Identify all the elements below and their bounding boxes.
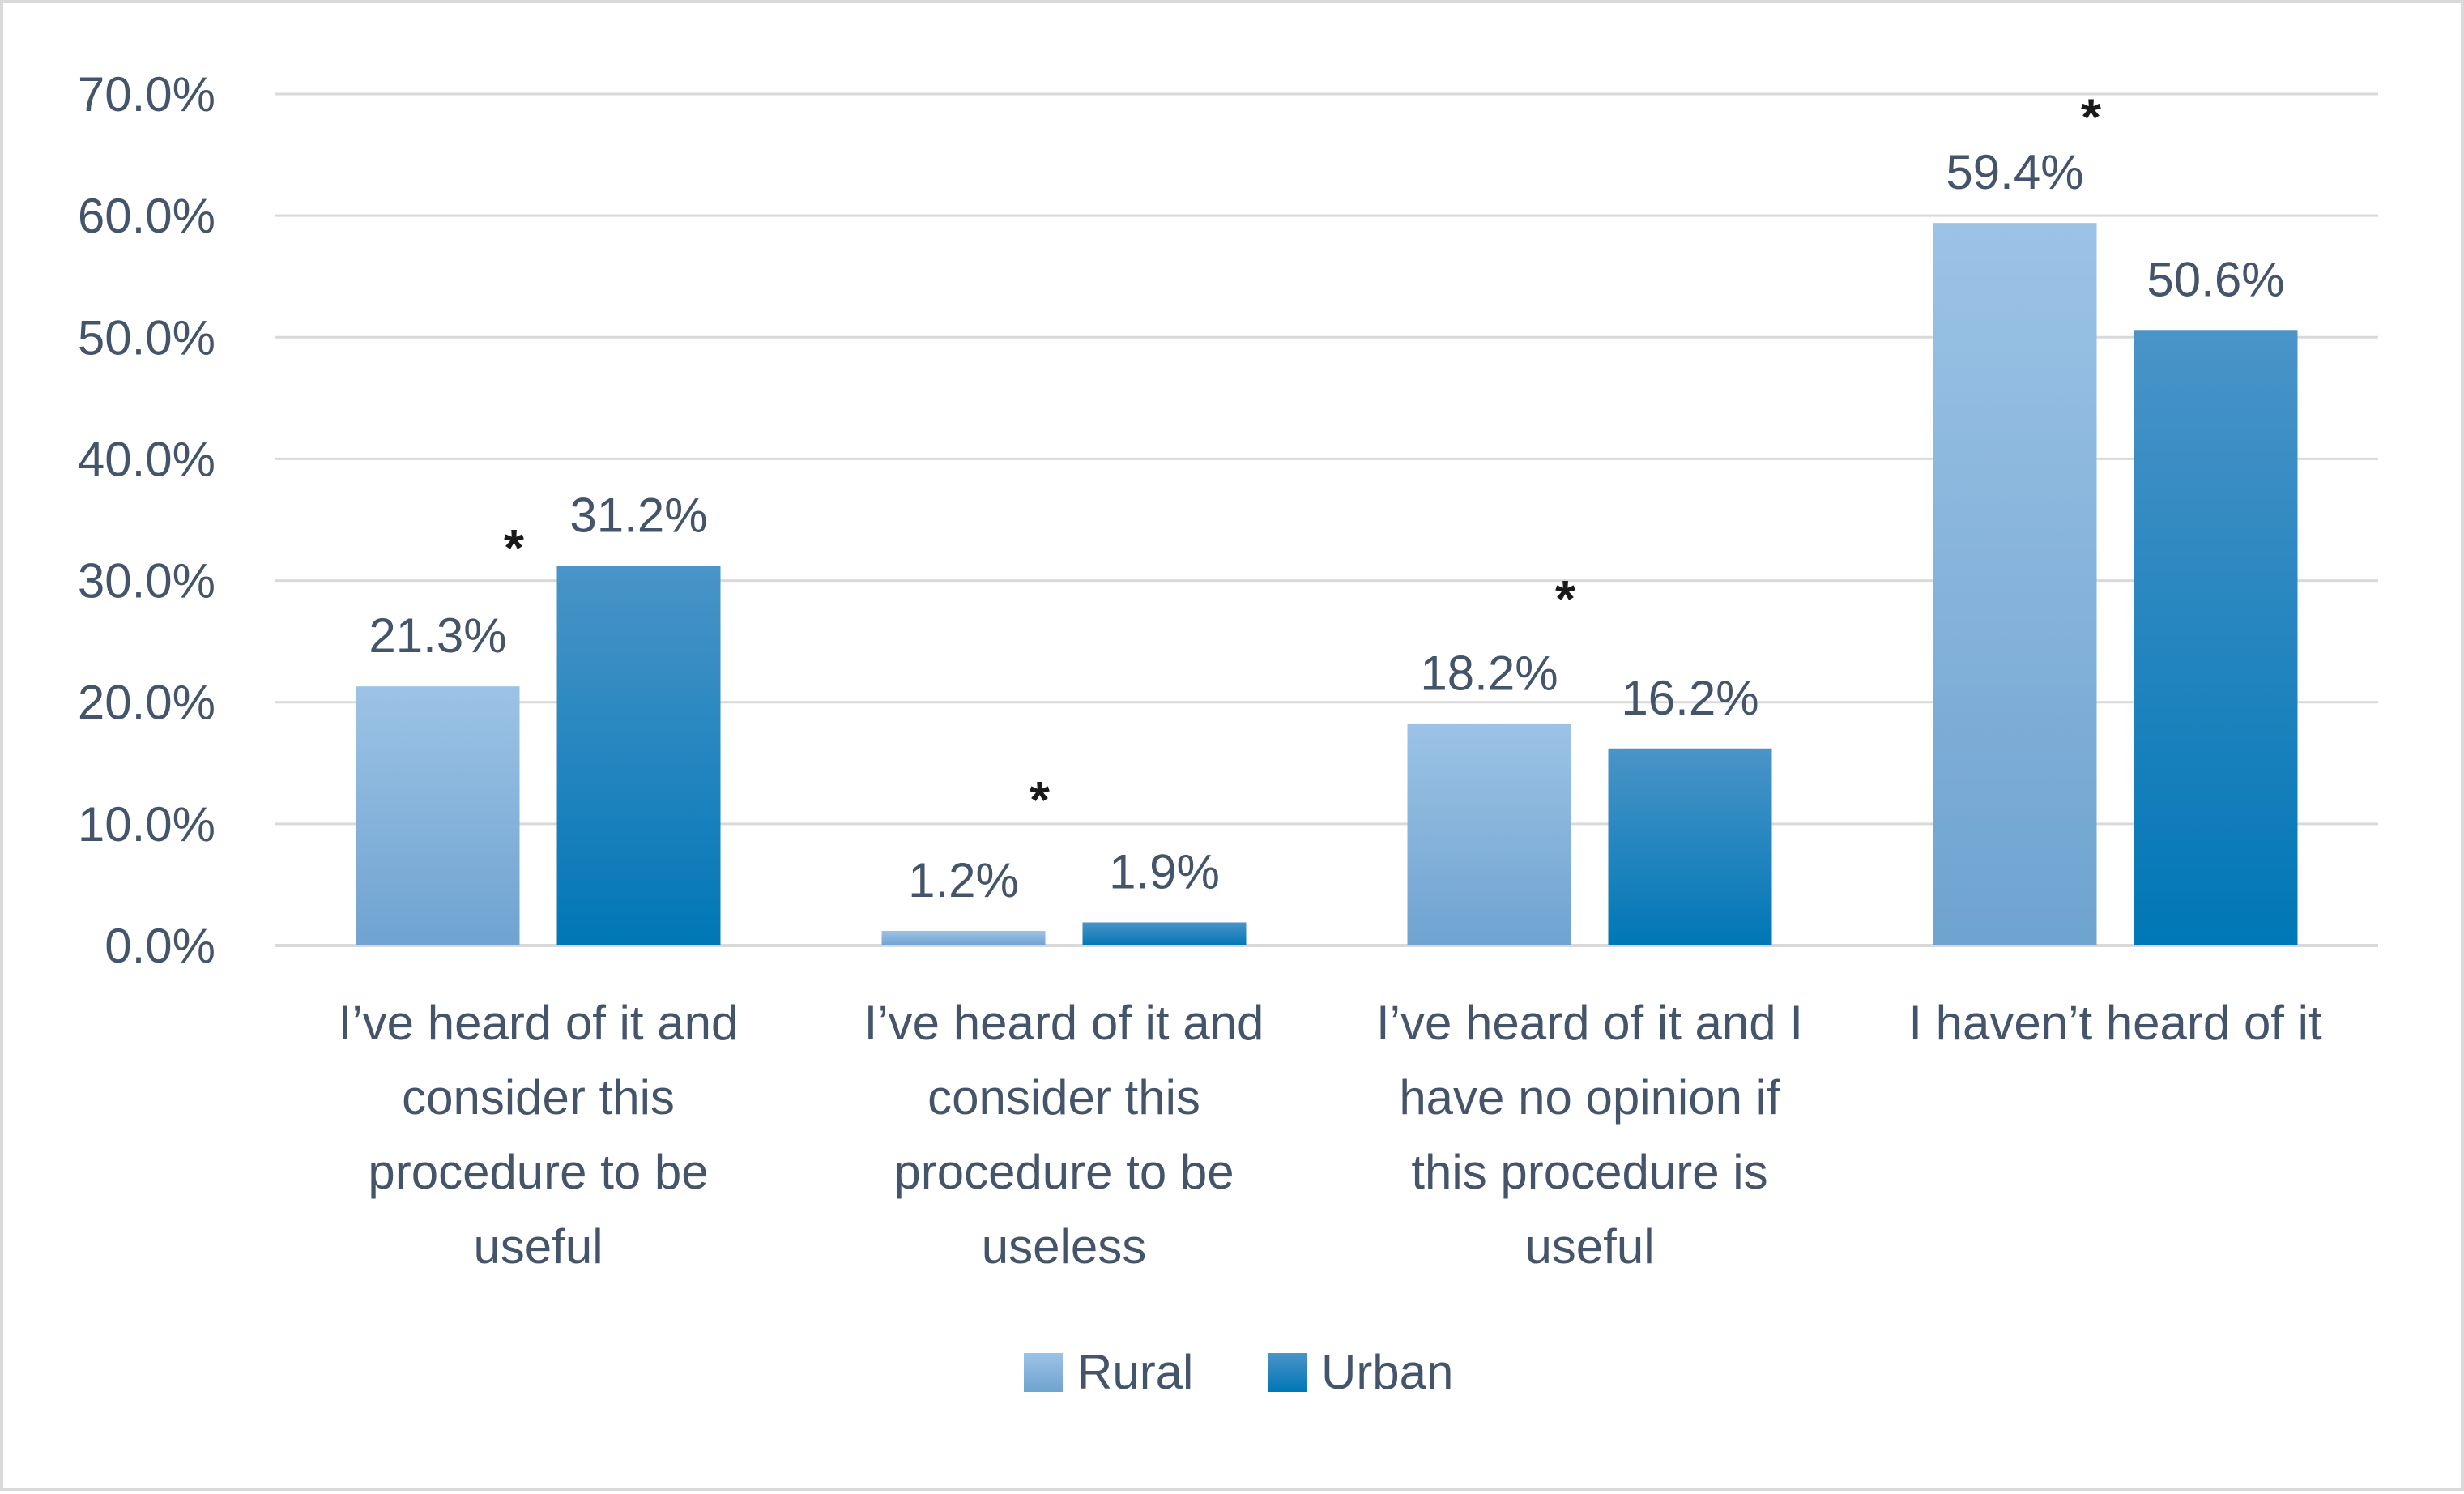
x-axis-category-labels: I’ve heard of it and consider this procedu… <box>339 996 2322 1274</box>
legend-label-urban: Urban <box>1321 1345 1453 1399</box>
bar-urban <box>556 566 721 945</box>
category-label: useful <box>473 1219 603 1274</box>
legend-swatch-urban <box>1268 1353 1307 1392</box>
data-label-rural: 1.2% <box>908 853 1019 907</box>
bar-rural <box>1407 724 1571 945</box>
bar-rural <box>356 686 520 945</box>
y-tick-label: 10.0% <box>78 797 215 852</box>
category-label: useless <box>982 1219 1146 1274</box>
significance-asterisk: * <box>1030 770 1050 829</box>
data-label-urban: 31.2% <box>569 489 707 543</box>
category-label: I’ve heard of it and <box>864 996 1264 1050</box>
legend-label-rural: Rural <box>1077 1345 1193 1399</box>
y-tick-label: 60.0% <box>78 189 215 243</box>
category-label: this procedure is <box>1411 1145 1767 1199</box>
category-label: consider this <box>927 1070 1200 1125</box>
category-label: I haven’t heard of it <box>1908 996 2322 1050</box>
data-labels: 21.3% 31.2% 1.2% 1.9% 18.2% 16.2% 59.4% 50.6% <box>369 145 2284 907</box>
category-label: consider this <box>402 1070 675 1125</box>
bar-urban <box>1608 748 1772 945</box>
y-tick-label: 0.0% <box>104 919 215 973</box>
bar-chart: 0.0%10.0%20.0%30.0%40.0%50.0%60.0%70.0% … <box>78 67 2378 1399</box>
data-label-rural: 18.2% <box>1420 647 1558 701</box>
category-label: procedure to be <box>893 1145 1234 1199</box>
y-tick-label: 40.0% <box>78 432 215 486</box>
category-label: have no opinion if <box>1399 1070 1780 1125</box>
significance-markers: * * * * <box>504 88 2101 829</box>
bar-urban <box>2134 330 2298 946</box>
y-tick-label: 70.0% <box>78 67 215 122</box>
category-label: useful <box>1524 1219 1654 1274</box>
y-tick-label: 30.0% <box>78 554 215 608</box>
significance-asterisk: * <box>2081 88 2101 147</box>
data-label-rural: 59.4% <box>1946 145 2083 199</box>
bars <box>356 223 2298 946</box>
significance-asterisk: * <box>1555 570 1575 628</box>
data-label-urban: 1.9% <box>1109 844 1220 899</box>
significance-asterisk: * <box>504 519 524 577</box>
data-label-urban: 50.6% <box>2146 252 2284 306</box>
legend: Rural Urban <box>1024 1345 1453 1399</box>
category-label: I’ve heard of it and <box>339 996 739 1050</box>
category-label: procedure to be <box>368 1145 708 1199</box>
data-label-rural: 21.3% <box>369 608 506 663</box>
bar-rural <box>881 930 1046 945</box>
category-label: I’ve heard of it and I <box>1376 996 1803 1050</box>
data-label-urban: 16.2% <box>1621 671 1758 725</box>
y-tick-label: 20.0% <box>78 676 215 730</box>
bar-urban <box>1082 922 1247 945</box>
y-tick-label: 50.0% <box>78 310 215 365</box>
bar-rural <box>1933 223 2097 945</box>
y-axis-tick-labels: 0.0% 10.0% 20.0% 30.0% 40.0% 50.0% 60.0% 70.0% <box>78 67 215 973</box>
legend-swatch-rural <box>1024 1353 1063 1392</box>
